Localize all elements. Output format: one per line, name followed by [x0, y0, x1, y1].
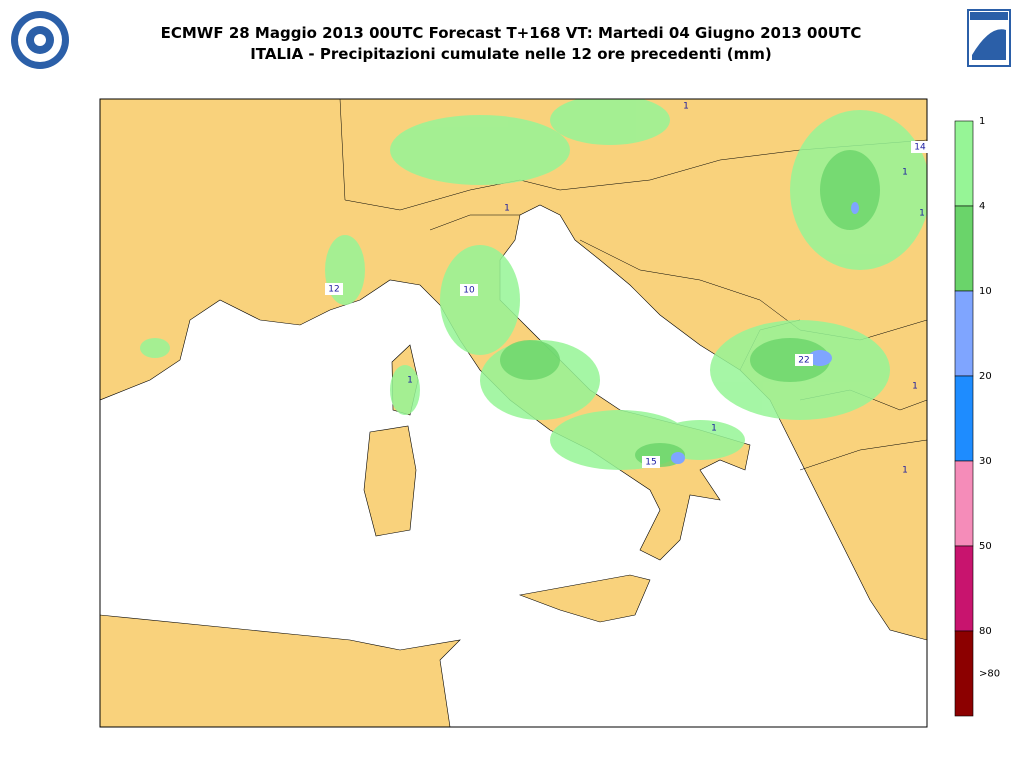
- map-label-box: [642, 456, 660, 468]
- map-label-box: [911, 141, 929, 153]
- logo-left: [11, 11, 69, 69]
- legend-swatch: [954, 120, 974, 207]
- legend-label: 1: [979, 116, 985, 127]
- map-label: 1: [407, 376, 413, 386]
- legend-swatch: [954, 375, 974, 462]
- map-label: 10: [463, 286, 475, 296]
- map-label: 14: [914, 143, 926, 153]
- legend-swatch: [954, 545, 974, 632]
- map-label: 1: [711, 424, 717, 434]
- legend-label: 10: [979, 286, 992, 297]
- logo-right: [967, 9, 1011, 67]
- legend-swatch: [954, 290, 974, 377]
- precip-heavy: [671, 202, 859, 464]
- map-label: 1: [902, 168, 908, 178]
- legend-swatch: [954, 460, 974, 547]
- map: [100, 99, 927, 727]
- map-label-box: [795, 354, 813, 366]
- map-label: 1: [504, 204, 510, 214]
- map-label: 15: [645, 458, 656, 468]
- map-frame: [99, 98, 928, 728]
- map-label: 1: [912, 382, 918, 392]
- map-label: 1: [902, 466, 908, 476]
- map-label-box: [460, 284, 478, 296]
- sicily: [518, 574, 651, 623]
- legend-label: 50: [979, 541, 992, 552]
- map-label-box: [325, 283, 343, 295]
- legend-swatch: [954, 205, 974, 292]
- legend-label: >80: [979, 669, 1000, 680]
- map-label: 1: [919, 209, 925, 219]
- precip-moderate: [500, 150, 880, 467]
- sardinia: [363, 425, 417, 537]
- africa: [100, 614, 461, 727]
- legend-label: 30: [979, 456, 992, 467]
- legend-swatch: [954, 630, 974, 717]
- map-label: 22: [798, 356, 809, 366]
- map-label: 1: [683, 102, 689, 112]
- legend-label: 4: [979, 201, 985, 212]
- title: ECMWF 28 Maggio 2013 00UTC Forecast T+16…: [161, 24, 862, 42]
- map-labels: 12 10 22 15 14 1 1 1 1 1 1 1 1: [325, 102, 929, 476]
- legend-label: 80: [979, 626, 992, 637]
- subtitle: ITALIA - Precipitazioni cumulate nelle 1…: [250, 45, 772, 63]
- legend-label: 20: [979, 371, 992, 382]
- map-label: 12: [328, 285, 339, 295]
- legend: 1 4 10 20 30 50 80 >80: [954, 116, 1000, 717]
